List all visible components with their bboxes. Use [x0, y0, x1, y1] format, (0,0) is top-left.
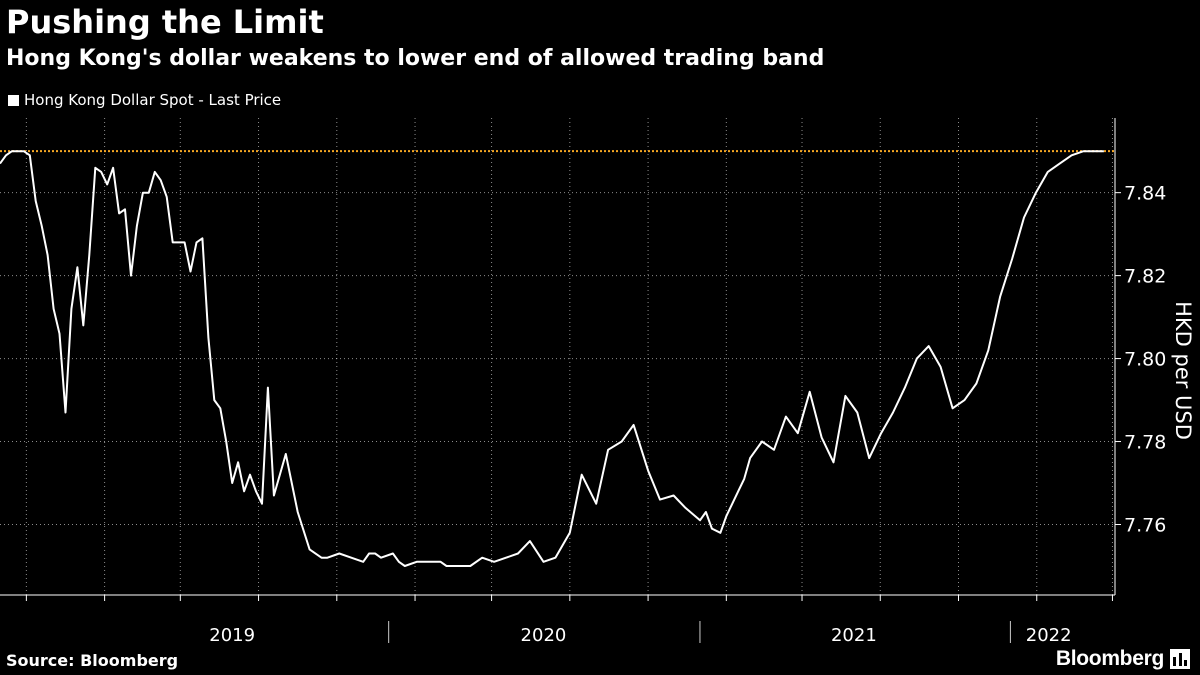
series-layer: [0, 150, 1104, 567]
y-tick-label: 7.84: [1124, 183, 1166, 205]
chart-bars-icon: [1170, 649, 1190, 669]
x-tick-label: 2020: [521, 625, 567, 646]
bloomberg-logo: Bloomberg: [1056, 646, 1190, 672]
legend-swatch: [8, 94, 19, 106]
x-tick-label: 2019: [209, 625, 255, 646]
gridlines: [0, 118, 1115, 595]
y-tick-label: 7.78: [1124, 432, 1166, 454]
chart-title: Pushing the Limit: [6, 3, 324, 41]
legend-label: Hong Kong Dollar Spot - Last Price: [24, 91, 282, 109]
y-axis-title: HKD per USD: [1171, 301, 1195, 440]
x-tick-label: 2021: [831, 625, 877, 646]
y-tick-label: 7.80: [1124, 349, 1166, 371]
y-tick-label: 7.82: [1124, 266, 1166, 288]
brand-wordmark: Bloomberg: [1055, 647, 1164, 670]
series-line: [0, 150, 1104, 567]
chart-subtitle: Hong Kong's dollar weakens to lower end …: [6, 46, 825, 71]
y-tick-label: 7.76: [1124, 514, 1166, 536]
legend: Hong Kong Dollar Spot - Last Price: [8, 90, 281, 110]
axes: [0, 118, 1121, 643]
x-tick-label: 2022: [1026, 625, 1072, 646]
source-note: Source: Bloomberg: [6, 651, 179, 670]
axis-labels: 7.76 7.78 7.80 7.82 7.84 2019 2020 2021 2022 HKD …: [209, 183, 1195, 646]
